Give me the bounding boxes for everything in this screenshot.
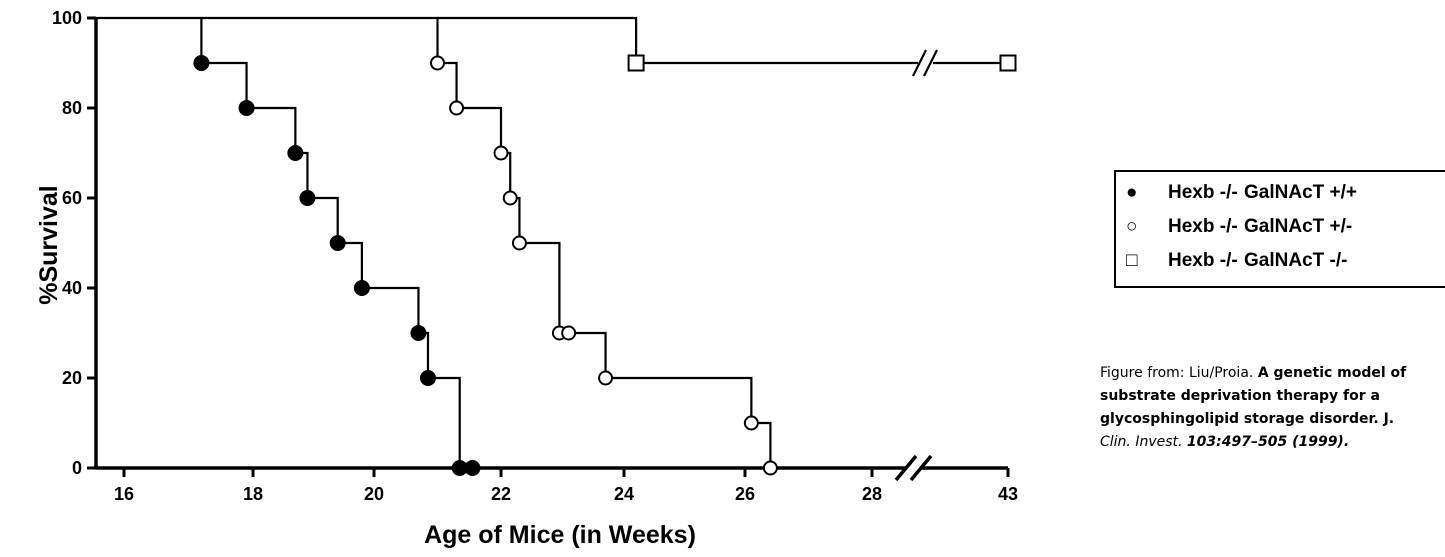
y-tick-label: 100 <box>52 8 82 28</box>
legend-genotype: Hexb -/- <box>1168 182 1238 203</box>
data-point-open-circle <box>743 415 759 431</box>
data-point-filled-circle <box>410 325 427 341</box>
series-break-mark <box>923 49 938 77</box>
data-point-open-circle <box>430 55 445 71</box>
legend-genotype: Hexb -/- <box>1168 250 1238 271</box>
data-point-open-square <box>627 54 645 72</box>
data-point-filled-circle <box>287 145 304 161</box>
open-square-icon: □ <box>1126 250 1138 271</box>
legend-variant: GalNAcT +/+ <box>1244 182 1357 203</box>
x-tick-label: 28 <box>862 484 882 504</box>
data-point-filled-circle <box>419 370 436 386</box>
data-point-open-circle <box>598 370 614 386</box>
series-line-gnact-pp <box>96 16 473 470</box>
legend-item-filled: ● Hexb -/- GalNAcT +/+ <box>1126 178 1357 208</box>
data-point-filled-circle <box>299 190 316 206</box>
open-circle-icon: ○ <box>1126 216 1138 237</box>
caption-ref: 103:497–505 (1999). <box>1186 434 1350 450</box>
y-tick-label: 20 <box>62 368 82 388</box>
y-tick-label: 0 <box>72 458 82 478</box>
caption-title-2: substrate deprivation therapy for a <box>1100 388 1380 404</box>
series-line-gnact-mm <box>437 16 918 65</box>
data-point-filled-circle <box>193 55 210 71</box>
y-tick-label: 40 <box>62 278 82 298</box>
caption-title-1: A genetic model of <box>1257 365 1407 381</box>
x-axis-break-mark <box>909 454 933 482</box>
caption-journal: Clin. Invest. <box>1100 434 1187 450</box>
x-tick-label: 24 <box>614 484 634 504</box>
data-point-filled-circle <box>464 460 481 476</box>
y-tick-label: 60 <box>62 188 82 208</box>
data-point-open-circle <box>762 460 778 476</box>
x-axis-title: Age of Mice (in Weeks) <box>424 521 696 549</box>
legend-variant: GalNAcT +/- <box>1244 216 1353 237</box>
chart-axes <box>94 18 1008 482</box>
x-tick-label: 20 <box>364 484 384 504</box>
legend-item-open-square: □ Hexb -/- GalNAcT -/- <box>1126 246 1347 276</box>
chart-series-points <box>193 54 1017 476</box>
data-point-open-circle <box>502 190 518 206</box>
series-line-gnact-pm <box>201 16 906 470</box>
legend: ● Hexb -/- GalNAcT +/+ ○ Hexb -/- GalNAc… <box>1114 170 1445 288</box>
filled-circle-icon: ● <box>1126 182 1138 203</box>
y-axis-title: %Survival <box>35 185 63 305</box>
data-point-filled-circle <box>353 280 370 296</box>
caption-prefix: Figure from: Liu/Proia. <box>1100 365 1258 381</box>
x-tick-label: 22 <box>491 484 511 504</box>
x-tick-label: 16 <box>114 484 134 504</box>
data-point-open-square <box>999 54 1017 72</box>
figure-caption: Figure from: Liu/Proia. A genetic model … <box>1100 362 1445 454</box>
chart-series-lines <box>96 16 1008 470</box>
caption-title-3: glycosphingolipid storage disorder. J. <box>1100 411 1395 427</box>
data-point-open-circle <box>511 235 527 251</box>
data-point-filled-circle <box>238 100 255 116</box>
x-tick-label: 18 <box>243 484 263 504</box>
y-tick-label: 80 <box>62 98 82 118</box>
legend-variant: GalNAcT -/- <box>1244 250 1348 271</box>
data-point-open-circle <box>493 145 509 161</box>
x-tick-label: 26 <box>735 484 755 504</box>
survival-chart: 0 20 40 60 80 100 16 18 20 22 24 26 28 43 Age of Mice… <box>35 8 1018 549</box>
legend-item-open-circle: ○ Hexb -/- GalNAcT +/- <box>1126 212 1352 242</box>
legend-genotype: Hexb -/- <box>1168 216 1238 237</box>
chart-ticks: 0 20 40 60 80 100 16 18 20 22 24 26 28 43 <box>52 8 1018 504</box>
data-point-filled-circle <box>329 235 346 251</box>
x-tick-label: 43 <box>998 484 1018 504</box>
data-point-open-circle <box>449 100 465 116</box>
data-point-open-circle <box>561 325 577 341</box>
series-break-mark <box>912 49 927 77</box>
